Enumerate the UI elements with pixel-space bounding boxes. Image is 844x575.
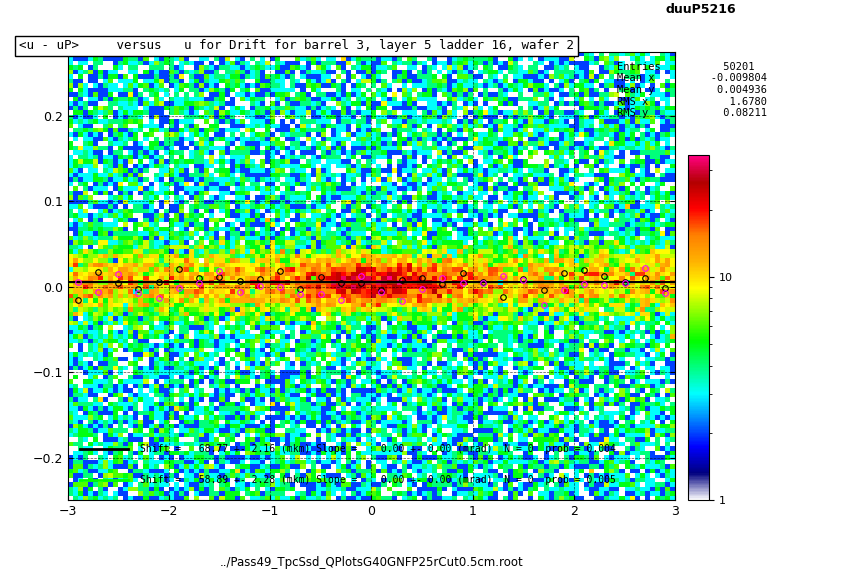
Text: Shift =   68.77 +- 2.16 (mkm) Slope =    0.00 +- 0.00 (mrad)  N = 0  prob = 0.00: Shift = 68.77 +- 2.16 (mkm) Slope = 0.00…	[140, 443, 616, 454]
Text: Entries          50201
Mean x         -0.009804
Mean y          0.004936
RMS x  : Entries 50201 Mean x -0.009804 Mean y 0.…	[617, 62, 767, 118]
Text: ../Pass49_TpcSsd_QPlotsG40GNFP25rCut0.5cm.root: ../Pass49_TpcSsd_QPlotsG40GNFP25rCut0.5c…	[219, 556, 523, 569]
Text: Shift =   58.89 +- 2.28 (mkm) Slope =    0.00 +- 0.00 (mrad)  N = 0  prob = 0.00: Shift = 58.89 +- 2.28 (mkm) Slope = 0.00…	[140, 475, 616, 485]
Title: duuP5216: duuP5216	[665, 3, 736, 16]
Text: <u - uP>     versus   u for Drift for barrel 3, layer 5 ladder 16, wafer 2: <u - uP> versus u for Drift for barrel 3…	[19, 40, 574, 52]
